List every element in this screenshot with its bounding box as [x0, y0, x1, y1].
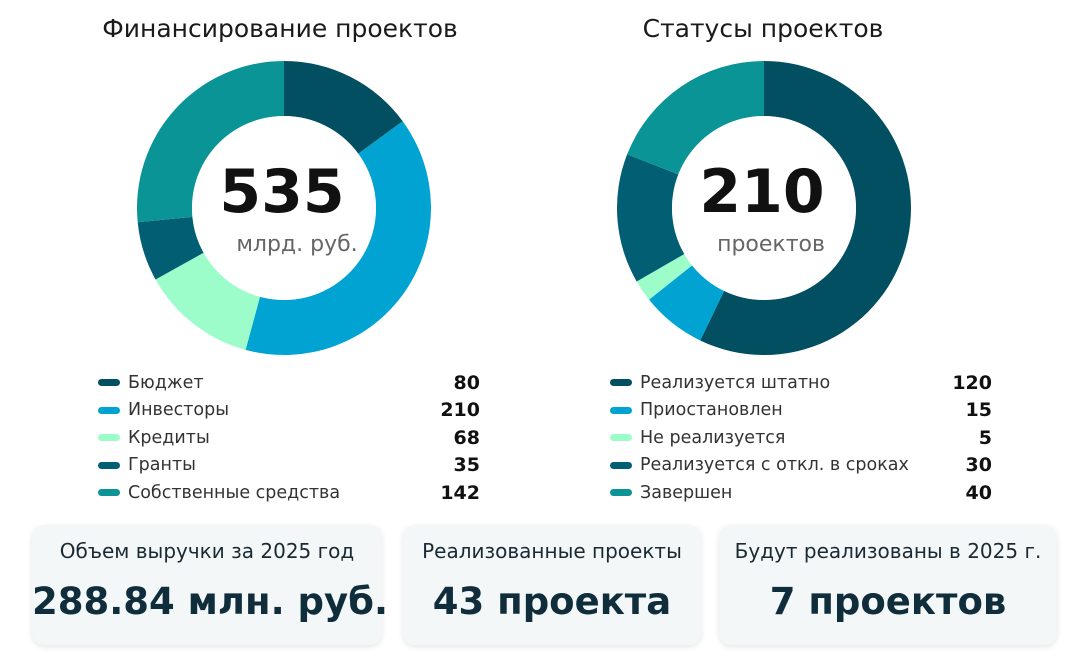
donut-slice [636, 254, 693, 300]
donut-slice [617, 154, 685, 282]
legend-value: 210 [440, 399, 480, 422]
legend-label: Кредиты [128, 427, 210, 448]
donut-slice [700, 61, 912, 355]
donut-slice [649, 265, 725, 341]
donut-slice [245, 121, 431, 355]
legend-label: Завершен [640, 482, 733, 503]
legend-swatch [610, 379, 632, 387]
legend-item: Не реализуется 5 [610, 424, 995, 452]
legend-swatch [610, 461, 632, 469]
legend-value: 30 [965, 454, 992, 477]
legend-swatch [98, 406, 120, 414]
legend-label: Реализуется штатно [640, 372, 831, 393]
legend-swatch [98, 461, 120, 469]
legend-item: Реализуется с откл. в сроках 30 [610, 452, 995, 480]
center-value: 535 [219, 157, 344, 227]
legend-item: Кредиты 68 [98, 424, 483, 452]
legend-label: Инвесторы [128, 400, 230, 421]
legend-label: Приостановлен [640, 400, 783, 421]
completed-projects-card: Реализованные проекты 43 проекта [403, 525, 701, 645]
status-donut: 210 проектов [617, 61, 912, 355]
revenue-card: Объем выручки за 2025 год 288.84 млн. ру… [32, 525, 388, 645]
donut-slice [284, 61, 403, 154]
legend-swatch [610, 434, 632, 442]
legend-label: Реализуется с откл. в сроках [640, 455, 909, 476]
legend-item: Собственные средства 142 [98, 479, 483, 507]
legend-label: Гранты [128, 455, 196, 476]
legend-value: 80 [453, 371, 480, 394]
planned-projects-card: Будут реализованы в 2025 г. 7 проектов [719, 525, 1057, 645]
legend-value: 40 [965, 481, 992, 504]
legend: Реализуется штатно 120 Приостановлен 15 … [610, 369, 995, 507]
legend-item: Завершен 40 [610, 479, 995, 507]
legend-item: Приостановлен 15 [610, 397, 995, 425]
legend-value: 68 [453, 426, 480, 449]
legend: Бюджет 80 Инвесторы 210 Кредиты 68 Грант… [98, 369, 483, 507]
legend-value: 35 [453, 454, 480, 477]
center-unit: млрд. руб. [236, 232, 357, 257]
donut-hole [672, 116, 856, 300]
legend-label: Собственные средства [128, 482, 341, 503]
legend-label: Не реализуется [640, 427, 786, 448]
donut-slice [155, 252, 260, 350]
donut-slice [627, 61, 764, 175]
kpi-value: 7 проектов [769, 580, 1007, 623]
donut-slice [137, 61, 284, 223]
funding-donut: 535 млрд. руб. [137, 61, 431, 355]
legend-item: Бюджет 80 [98, 369, 483, 397]
legend-swatch [98, 489, 120, 497]
chart-title: Финансирование проектов [102, 14, 458, 43]
legend-value: 15 [965, 399, 992, 422]
legend-swatch [98, 379, 120, 387]
legend-swatch [610, 406, 632, 414]
center-unit: проектов [717, 232, 825, 257]
kpi-value: 288.84 млн. руб. [32, 580, 388, 623]
legend-label: Бюджет [128, 372, 204, 393]
legend-item: Реализуется штатно 120 [610, 369, 995, 397]
donut-hole [192, 116, 376, 300]
center-value: 210 [699, 157, 824, 227]
chart-title: Статусы проектов [642, 14, 884, 43]
legend-swatch [98, 434, 120, 442]
legend-value: 5 [978, 426, 992, 449]
donut-slice [137, 216, 204, 280]
legend-item: Инвесторы 210 [98, 397, 483, 425]
kpi-value: 43 проекта [432, 580, 672, 623]
legend-swatch [610, 489, 632, 497]
legend-value: 120 [952, 371, 992, 394]
kpi-label: Реализованные проекты [422, 539, 682, 563]
legend-item: Гранты 35 [98, 452, 483, 480]
legend-value: 142 [440, 481, 480, 504]
kpi-label: Будут реализованы в 2025 г. [734, 539, 1042, 563]
kpi-label: Объем выручки за 2025 год [59, 539, 355, 563]
